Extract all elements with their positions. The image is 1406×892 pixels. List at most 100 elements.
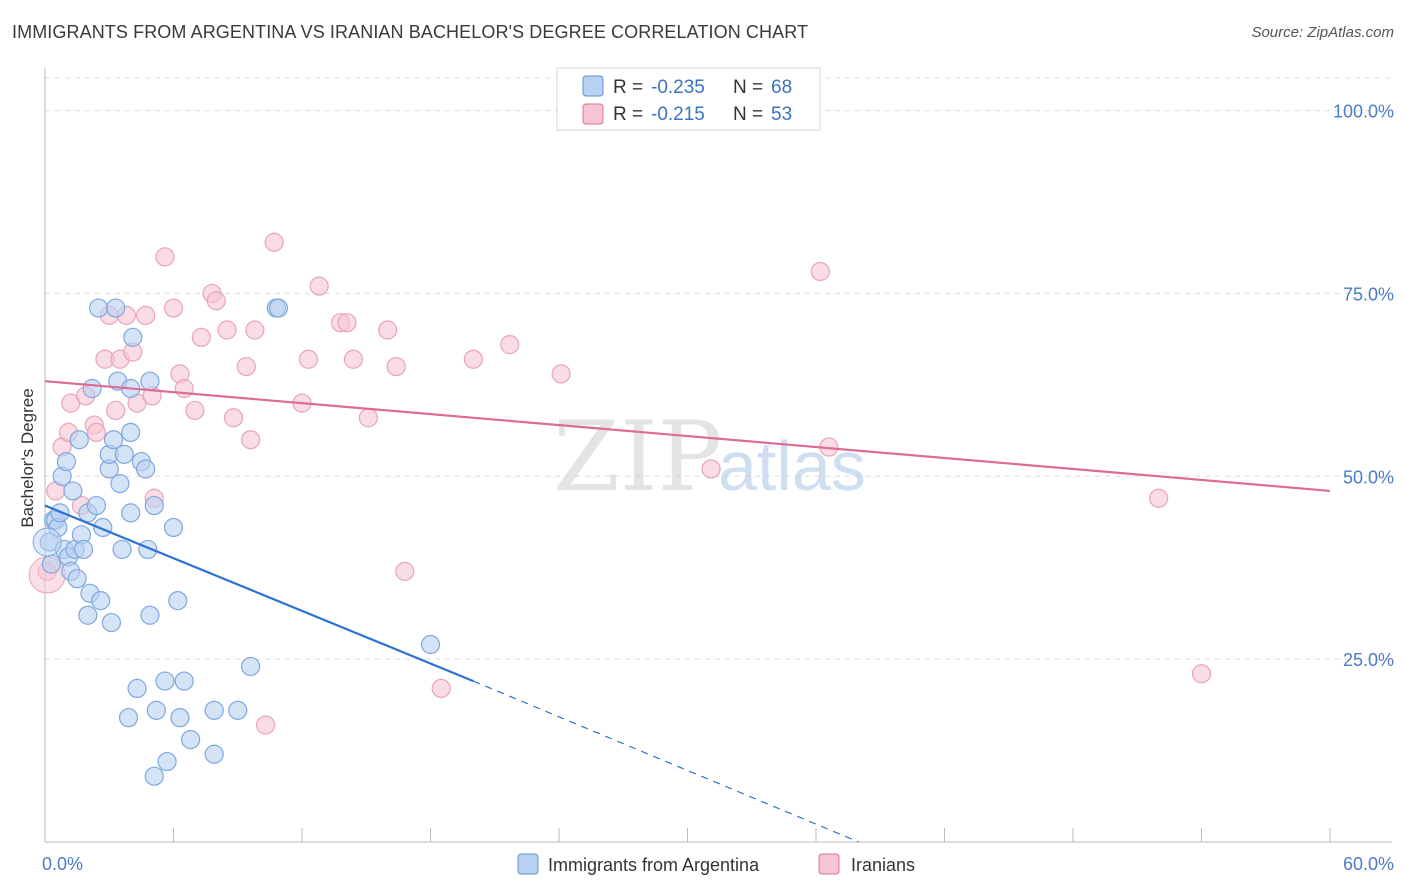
- iranians-point-24: [191, 327, 211, 347]
- iranians-point-52: [236, 356, 256, 377]
- iranians-point-44: [500, 335, 520, 355]
- iranians-point-19: [155, 247, 175, 267]
- argentina-point-13: [67, 569, 87, 589]
- argentina-trend-line: [44, 504, 474, 683]
- iranians-point-39: [378, 320, 398, 340]
- argentina-point-54: [181, 729, 201, 750]
- argentina-point-46: [144, 766, 164, 786]
- y-tick-label-1: 50.0%: [1343, 467, 1394, 487]
- trend-lines: [44, 380, 1331, 843]
- legend-n-value-blue: 68: [771, 77, 792, 98]
- argentina-point-41: [136, 459, 156, 479]
- argentina-trend-extension: [473, 680, 860, 843]
- argentina-point-38: [123, 327, 143, 347]
- y-axis-label: Bachelor's Degree: [18, 388, 37, 527]
- iranians-point-33: [298, 349, 319, 369]
- watermark-atlas: atlas: [718, 427, 866, 505]
- iranians-point-11: [106, 400, 126, 421]
- chart-title: IMMIGRANTS FROM ARGENTINA VS IRANIAN BAC…: [12, 22, 809, 42]
- iranians-point-32: [264, 232, 284, 252]
- argentina-point-47: [146, 700, 166, 720]
- bottom-legend-swatch-pink: [818, 853, 840, 875]
- argentina-point-large: [32, 527, 62, 557]
- argentina-point-18: [78, 605, 98, 625]
- iranians-point-27: [217, 320, 237, 340]
- argentina-point-27: [101, 612, 121, 633]
- argentina-point-55: [204, 700, 224, 720]
- argentina-point-21: [86, 495, 107, 516]
- y-tick-labels: 25.0% 50.0% 75.0% 100.0%: [1333, 102, 1394, 671]
- x-tick-min: 0.0%: [42, 854, 83, 874]
- iranians-point-20: [163, 298, 184, 318]
- iranians-point-37: [343, 349, 363, 369]
- argentina-point-34: [118, 708, 139, 728]
- argentina-point-48: [155, 671, 175, 691]
- iranians-point-22: [174, 378, 194, 399]
- iranians-point-50: [1191, 664, 1212, 684]
- legend-r-value-pink: -0.215: [651, 104, 705, 125]
- argentina-point-32: [112, 539, 132, 560]
- x-tick-max: 60.0%: [1343, 854, 1394, 874]
- argentina-point-51: [168, 591, 188, 611]
- y-tick-label-2: 75.0%: [1343, 284, 1394, 304]
- iranians-point-30: [245, 320, 265, 340]
- iranians-point-46: [701, 459, 721, 479]
- argentina-points: [32, 298, 441, 786]
- argentina-point-53: [174, 671, 194, 691]
- argentina-point-60: [268, 298, 289, 318]
- argentina-point-20: [82, 378, 102, 399]
- legend-n-value-pink: 53: [771, 104, 792, 125]
- legend-r-label-pink: R =: [613, 104, 643, 125]
- watermark: ZIP atlas: [553, 401, 866, 513]
- iranians-point-28: [223, 408, 244, 428]
- watermark-zip: ZIP: [553, 401, 722, 513]
- argentina-point-45: [144, 495, 164, 516]
- argentina-point-36: [121, 503, 141, 523]
- iranians-point-26: [206, 291, 226, 311]
- iranians-point-36: [337, 313, 357, 333]
- argentina-point-1: [41, 554, 62, 574]
- axes: [44, 68, 1392, 843]
- argentina-point-16: [73, 539, 94, 560]
- iranians-point-8: [86, 422, 107, 442]
- argentina-point-58: [241, 656, 261, 677]
- iranians-point-31: [255, 715, 276, 735]
- argentina-point-39: [127, 678, 147, 699]
- legend-n-label-pink: N =: [733, 104, 763, 125]
- iranians-point-45: [551, 364, 571, 384]
- iranians-point-47: [810, 261, 830, 282]
- iranians-point-38: [358, 408, 378, 428]
- argentina-point-28: [103, 430, 124, 450]
- argentina-point-37: [121, 422, 141, 442]
- y-tick-label-0: 25.0%: [1343, 650, 1394, 670]
- iranians-point-42: [431, 678, 451, 699]
- iranians-trend-line: [44, 380, 1331, 493]
- legend-n-label-blue: N =: [733, 77, 763, 98]
- argentina-point-14: [69, 430, 89, 450]
- argentina-point-52: [170, 708, 190, 728]
- bottom-legend-label-iranians: Iranians: [851, 855, 915, 875]
- argentina-point-33: [114, 444, 134, 464]
- argentina-point-57: [228, 700, 248, 720]
- argentina-point-8: [56, 452, 77, 472]
- iranians-point-49: [1149, 488, 1169, 508]
- bottom-legend-swatch-blue: [517, 853, 539, 875]
- legend-r-value-blue: -0.235: [651, 77, 705, 98]
- argentina-point-50: [163, 517, 184, 538]
- argentina-point-56: [204, 744, 224, 764]
- argentina-point-22: [88, 298, 109, 318]
- argentina-point-29: [106, 298, 126, 318]
- iranians-point-29: [241, 430, 261, 450]
- argentina-point-31: [110, 474, 130, 494]
- x-tick-labels: 0.0% 60.0%: [42, 854, 1394, 874]
- bottom-legend-label-argentina: Immigrants from Argentina: [548, 855, 760, 875]
- y-tick-label-3: 100.0%: [1333, 102, 1394, 122]
- iranians-point-43: [463, 349, 483, 369]
- bottom-legend: Immigrants from Argentina Iranians: [517, 853, 915, 875]
- iranians-point-23: [185, 400, 205, 421]
- legend-swatch-blue: [582, 75, 604, 97]
- argentina-point-44: [140, 605, 160, 625]
- iranians-point-34: [309, 276, 329, 296]
- legend-swatch-pink: [582, 103, 604, 125]
